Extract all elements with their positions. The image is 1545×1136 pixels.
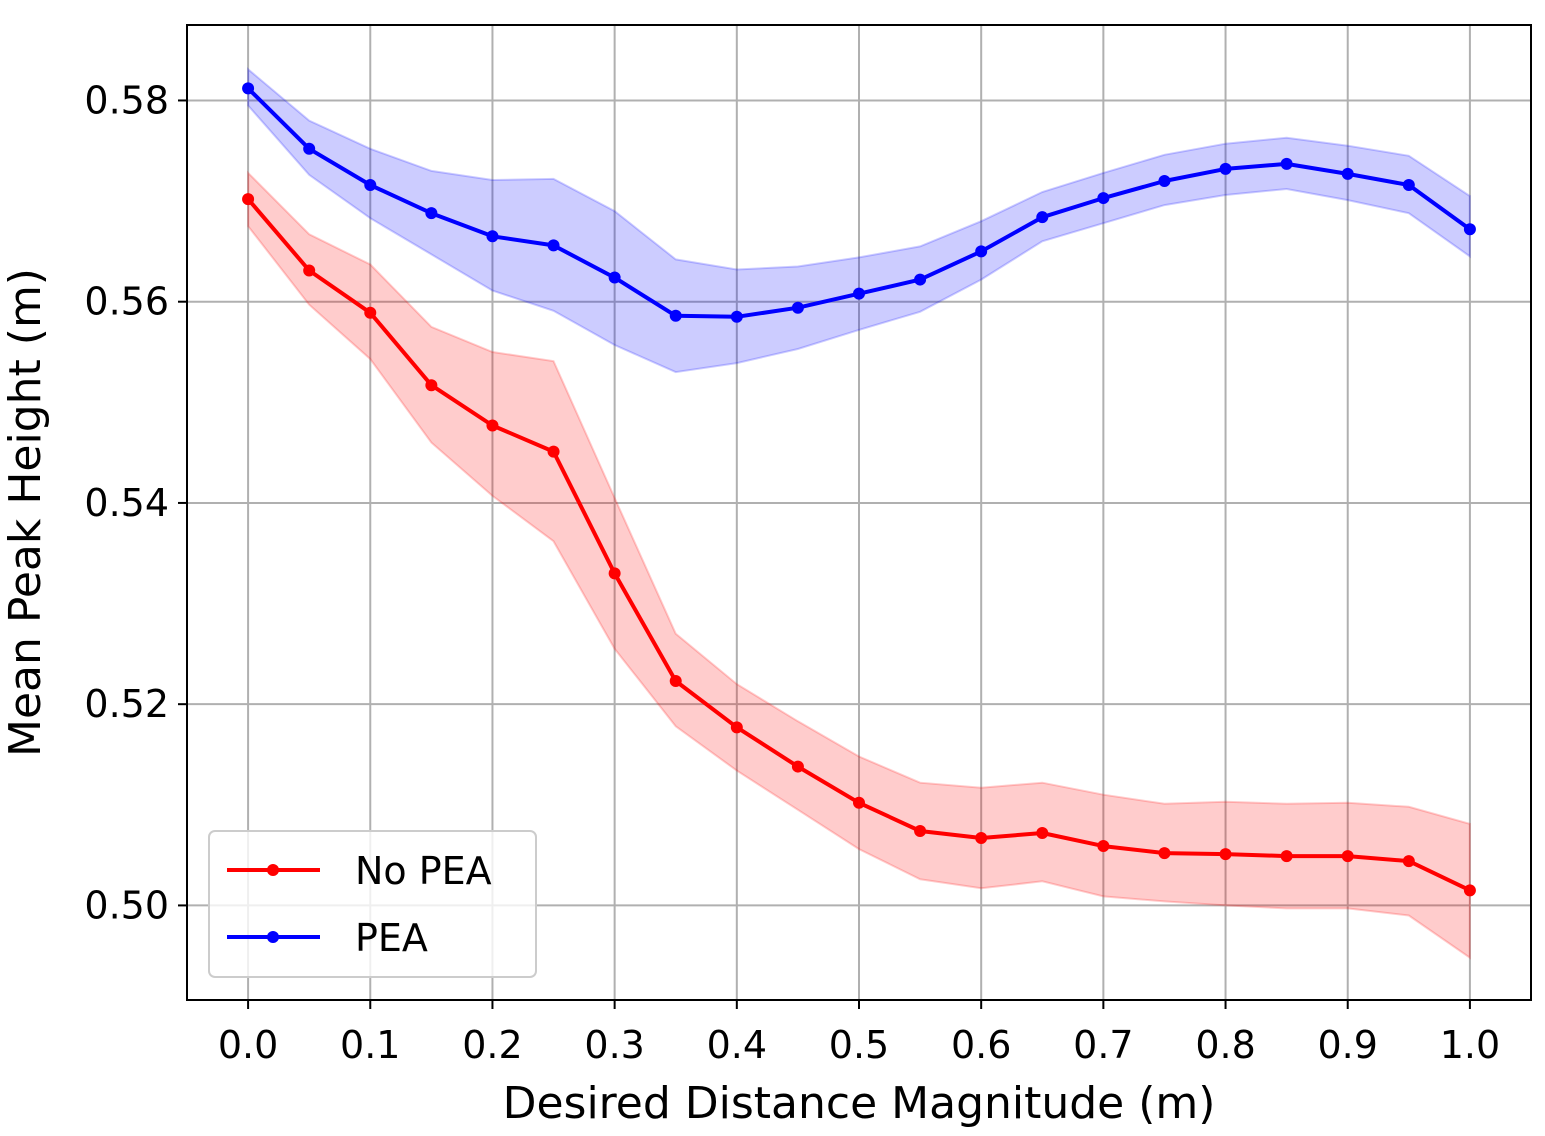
x-tick-label: 0.3 [584,1023,644,1067]
y-tick-label: 0.52 [84,682,169,726]
point-no-pea [425,379,438,392]
legend-label-no-pea: No PEA [355,849,492,893]
legend-marker-no-pea [267,864,279,876]
y-tick-label: 0.50 [84,883,169,927]
x-tick-label: 0.0 [218,1023,278,1067]
grid [187,25,1531,1000]
point-no-pea [853,796,865,809]
point-no-pea [1280,850,1293,863]
point-no-pea [364,306,377,319]
band-pea [247,67,1471,374]
point-no-pea [975,832,988,845]
point-no-pea [1402,855,1415,868]
point-no-pea [791,760,804,773]
point-pea [975,245,988,258]
y-tick-label: 0.58 [84,78,169,122]
point-no-pea [1097,840,1110,853]
legend-box [208,830,537,978]
point-pea [242,82,255,95]
point-pea [1219,162,1232,175]
point-no-pea [547,445,560,458]
point-pea [364,178,377,191]
point-pea [730,310,743,323]
point-pea [608,271,621,284]
point-pea [1463,223,1476,236]
point-pea [1341,167,1354,180]
point-no-pea [1036,826,1049,839]
series-points [242,82,1476,897]
point-no-pea [608,567,621,580]
point-pea [1097,192,1110,205]
y-tick-label: 0.56 [84,280,169,324]
x-tick-label: 0.4 [707,1023,767,1067]
legend-item-no-pea: No PEA [227,849,492,893]
y-tick-label: 0.54 [84,481,169,525]
point-pea [1280,157,1293,170]
y-axis-label: Mean Peak Height (m) [0,268,51,757]
confidence-bands [247,67,1471,960]
point-pea [914,273,927,286]
legend-label-pea: PEA [355,916,428,960]
band-no-pea [247,170,1471,960]
point-pea [1036,211,1049,224]
legend-marker-pea [267,931,279,943]
x-tick-label: 0.2 [462,1023,522,1067]
x-axis-label: Desired Distance Magnitude (m) [503,1078,1216,1129]
point-no-pea [1219,848,1232,861]
point-no-pea [1341,850,1354,863]
point-pea [303,142,316,155]
point-no-pea [486,419,499,432]
x-tick-label: 0.5 [829,1023,889,1067]
x-tick-label: 0.9 [1318,1023,1378,1067]
x-tick-label: 1.0 [1440,1023,1500,1067]
point-no-pea [730,721,743,734]
x-axis-ticks: 0.0 0.1 0.2 0.3 0.4 0.5 0.6 0.7 0.8 0.9 1.0 [218,1000,1500,1067]
point-no-pea [242,193,255,206]
point-pea [853,287,865,300]
point-pea [1402,178,1415,191]
x-tick-label: 0.8 [1195,1023,1255,1067]
x-tick-label: 0.6 [951,1023,1011,1067]
point-pea [486,230,499,243]
x-tick-label: 0.1 [340,1023,400,1067]
x-tick-label: 0.7 [1073,1023,1133,1067]
point-no-pea [1463,884,1476,897]
point-no-pea [1158,847,1171,860]
legend-item-pea: PEA [227,916,428,960]
point-no-pea [669,675,682,688]
point-no-pea [303,264,316,277]
legend: No PEA PEA [208,830,537,978]
point-pea [1158,174,1171,187]
point-pea [669,309,682,322]
point-pea [791,301,804,314]
point-no-pea [914,824,927,837]
y-axis-ticks: 0.50 0.52 0.54 0.56 0.58 [84,78,187,927]
point-pea [547,239,560,252]
point-pea [425,207,438,220]
